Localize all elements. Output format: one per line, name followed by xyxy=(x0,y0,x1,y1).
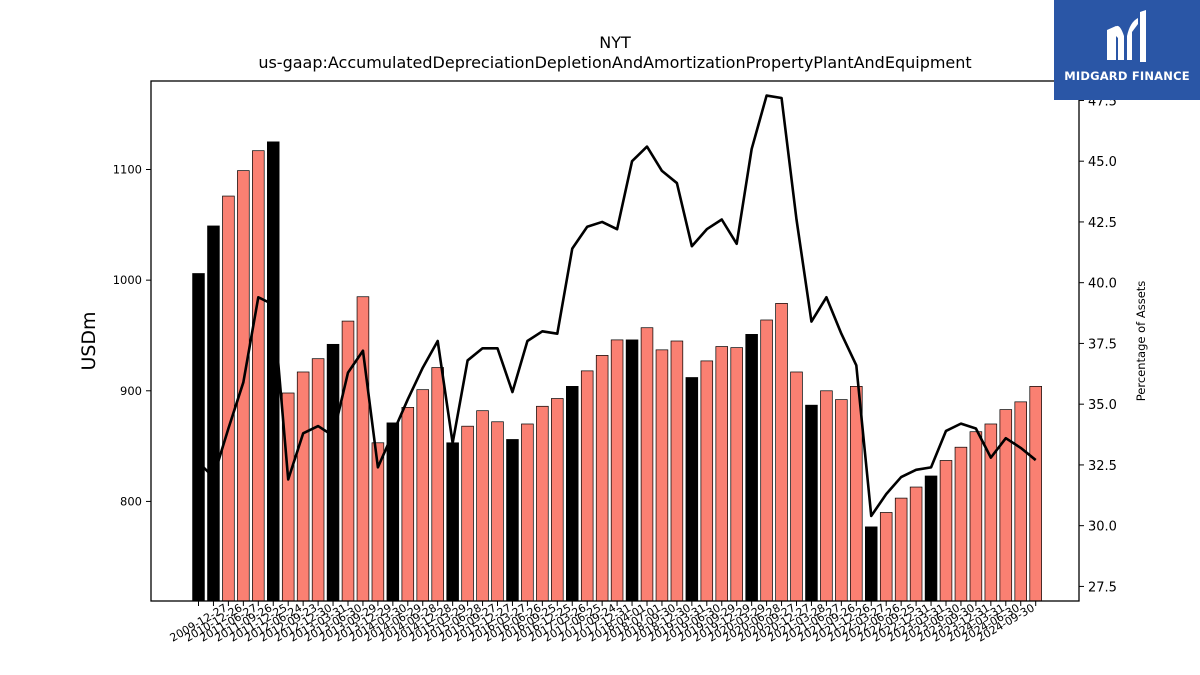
bar xyxy=(610,339,624,602)
bar xyxy=(431,367,444,602)
y2-tick-label: 27.5 xyxy=(1088,580,1117,595)
bar xyxy=(924,475,938,602)
bar xyxy=(760,319,773,602)
line-layer xyxy=(197,94,1037,518)
bar xyxy=(715,346,728,602)
bar xyxy=(267,141,280,602)
y-axis-label: USDm xyxy=(78,311,100,370)
bar xyxy=(954,446,968,602)
y2-tick-label: 45.0 xyxy=(1088,155,1117,170)
bar xyxy=(625,339,639,602)
y-tick-label: 800 xyxy=(120,494,142,508)
bar xyxy=(670,340,684,602)
chart-subtitle: us-gaap:AccumulatedDepreciationDepletion… xyxy=(258,53,971,72)
bar xyxy=(879,512,893,602)
bar xyxy=(969,431,983,602)
midgard-finance-logo: MIDGARD FINANCE xyxy=(1054,0,1200,100)
bar xyxy=(476,410,489,602)
bar xyxy=(730,347,743,602)
y2-tick-label: 35.0 xyxy=(1088,398,1117,413)
bar xyxy=(521,423,534,602)
y-tick-label: 900 xyxy=(120,384,142,398)
y2-tick-label: 37.5 xyxy=(1088,337,1117,352)
bar xyxy=(252,150,265,602)
bar xyxy=(775,303,788,602)
chart-title: NYT xyxy=(599,33,631,52)
bar xyxy=(311,358,325,602)
bar xyxy=(296,371,310,602)
bar xyxy=(416,389,430,602)
bar xyxy=(491,421,504,602)
y-tick-label: 1000 xyxy=(113,273,142,287)
bar xyxy=(401,407,415,602)
bar xyxy=(326,343,340,602)
bar xyxy=(1014,401,1027,602)
bar xyxy=(341,320,355,602)
bar xyxy=(655,349,669,602)
y2-tick-label: 42.5 xyxy=(1088,216,1117,231)
bar xyxy=(207,225,220,602)
y2-tick-label: 32.5 xyxy=(1088,459,1117,474)
bar xyxy=(506,439,519,602)
bar xyxy=(1029,386,1042,602)
bar xyxy=(536,405,549,602)
bar xyxy=(939,460,953,602)
bar xyxy=(386,422,400,602)
bar xyxy=(745,334,758,602)
logo-text: MIDGARD FINANCE xyxy=(1064,69,1190,83)
plot-frame xyxy=(150,80,1080,602)
bar xyxy=(222,195,235,602)
bar xyxy=(640,327,654,602)
bar xyxy=(790,371,803,602)
y-tick-label: 1100 xyxy=(113,163,142,177)
bar xyxy=(820,390,833,602)
bar xyxy=(551,398,564,602)
bar xyxy=(565,386,579,602)
bar xyxy=(700,360,714,602)
bar xyxy=(192,273,205,602)
y2-tick-label: 40.0 xyxy=(1088,277,1117,292)
right-axis: 27.530.032.535.037.540.042.545.047.5 xyxy=(1079,94,1117,595)
left-axis: 800 900 1000 1100 xyxy=(113,163,151,508)
bars-layer xyxy=(192,141,1042,602)
bar xyxy=(835,399,848,602)
y2-tick-label: 30.0 xyxy=(1088,520,1117,535)
bar xyxy=(580,370,594,602)
y2-axis-label: Percentage of Assets xyxy=(1134,281,1148,402)
bar xyxy=(595,355,609,602)
x-axis: 2009-12-272010-12-262011-06-272011-09-26… xyxy=(168,601,1037,645)
midgard-m-logo-icon xyxy=(1107,10,1146,62)
bar xyxy=(864,526,878,602)
line-series xyxy=(197,94,1037,518)
bar xyxy=(356,296,370,602)
bar xyxy=(461,425,474,602)
bar xyxy=(446,442,459,602)
bar xyxy=(805,404,818,602)
bar xyxy=(909,486,923,602)
bar xyxy=(685,377,699,602)
bar xyxy=(894,497,908,602)
